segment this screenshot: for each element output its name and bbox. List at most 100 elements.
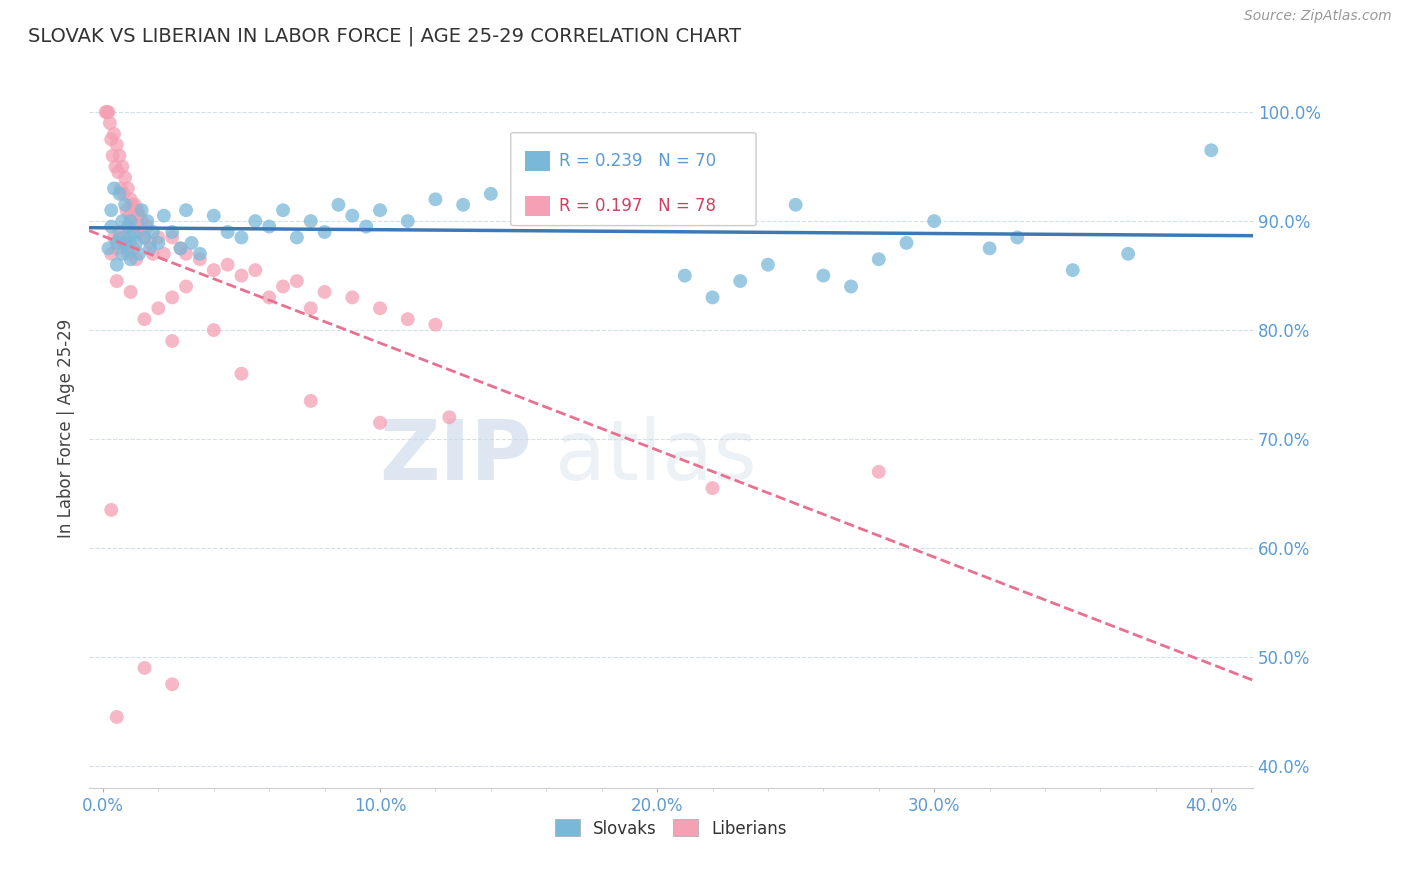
Point <box>245 263 267 277</box>
Point <box>105 241 128 255</box>
Point <box>131 203 153 218</box>
Point <box>131 214 153 228</box>
Point <box>702 290 724 304</box>
Point <box>100 132 122 146</box>
Point <box>142 225 165 239</box>
Point <box>114 235 136 250</box>
Point <box>328 198 350 212</box>
Point <box>813 268 835 283</box>
Point <box>153 247 176 261</box>
Point <box>439 410 461 425</box>
Point <box>839 279 862 293</box>
Point <box>257 219 280 234</box>
Point <box>160 290 183 304</box>
Point <box>396 312 419 326</box>
Point <box>160 225 183 239</box>
Point <box>117 247 139 261</box>
Point <box>118 209 141 223</box>
Point <box>673 268 696 283</box>
Point <box>979 241 1001 255</box>
Point <box>122 241 145 255</box>
Y-axis label: In Labor Force | Age 25-29: In Labor Force | Age 25-29 <box>58 318 75 538</box>
Point <box>271 279 294 293</box>
Point <box>111 235 134 250</box>
Point <box>217 258 239 272</box>
Point <box>342 290 364 304</box>
Text: Source: ZipAtlas.com: Source: ZipAtlas.com <box>1244 9 1392 23</box>
Legend: Slovaks, Liberians: Slovaks, Liberians <box>548 813 794 844</box>
Point <box>479 186 502 201</box>
Point <box>271 203 294 218</box>
Point <box>117 181 139 195</box>
Point <box>129 225 152 239</box>
Text: R = 0.239   N = 70: R = 0.239 N = 70 <box>558 153 716 170</box>
Point <box>285 230 308 244</box>
Point <box>139 235 162 250</box>
Point <box>112 186 135 201</box>
Point <box>139 241 162 255</box>
Point <box>645 186 668 201</box>
Point <box>110 181 132 195</box>
Point <box>174 203 197 218</box>
Point <box>299 214 322 228</box>
Point <box>285 274 308 288</box>
Point <box>299 393 322 408</box>
Point <box>702 481 724 495</box>
Point <box>368 301 391 316</box>
Point <box>127 203 149 218</box>
Point <box>562 176 585 190</box>
Point <box>120 252 142 267</box>
Point <box>160 677 183 691</box>
Point <box>368 203 391 218</box>
Point <box>142 247 165 261</box>
Point <box>619 170 641 185</box>
Point <box>153 209 176 223</box>
Point <box>105 274 128 288</box>
Point <box>354 219 377 234</box>
Point <box>108 149 131 163</box>
Point <box>231 268 253 283</box>
Point <box>134 661 156 675</box>
Point <box>368 416 391 430</box>
Point <box>128 209 150 223</box>
Point <box>231 230 253 244</box>
Point <box>108 230 131 244</box>
Point <box>202 263 225 277</box>
Point <box>101 149 124 163</box>
Point <box>121 198 143 212</box>
Point <box>128 247 150 261</box>
Point <box>97 241 120 255</box>
Point <box>97 105 120 120</box>
Point <box>114 230 136 244</box>
Point <box>105 235 128 250</box>
Point <box>245 214 267 228</box>
Text: R = 0.197   N = 78: R = 0.197 N = 78 <box>558 197 716 215</box>
Point <box>1116 247 1139 261</box>
Point <box>103 230 125 244</box>
Point <box>103 181 125 195</box>
Point <box>868 252 890 267</box>
Point <box>96 105 118 120</box>
Point <box>120 230 142 244</box>
Point <box>122 214 145 228</box>
Point <box>160 230 183 244</box>
Point <box>107 165 129 179</box>
Point <box>922 214 945 228</box>
Point <box>105 710 128 724</box>
Point <box>299 301 322 316</box>
Point <box>104 160 127 174</box>
Point <box>134 230 156 244</box>
Point <box>314 225 336 239</box>
Point <box>425 192 447 206</box>
Point <box>120 192 142 206</box>
Point <box>1201 143 1223 157</box>
Point <box>120 235 142 250</box>
Point <box>105 137 128 152</box>
Point <box>125 252 148 267</box>
Point <box>396 214 419 228</box>
Point <box>180 235 202 250</box>
Point <box>785 198 807 212</box>
Point <box>125 235 148 250</box>
Point <box>868 465 890 479</box>
Text: atlas: atlas <box>554 417 756 498</box>
